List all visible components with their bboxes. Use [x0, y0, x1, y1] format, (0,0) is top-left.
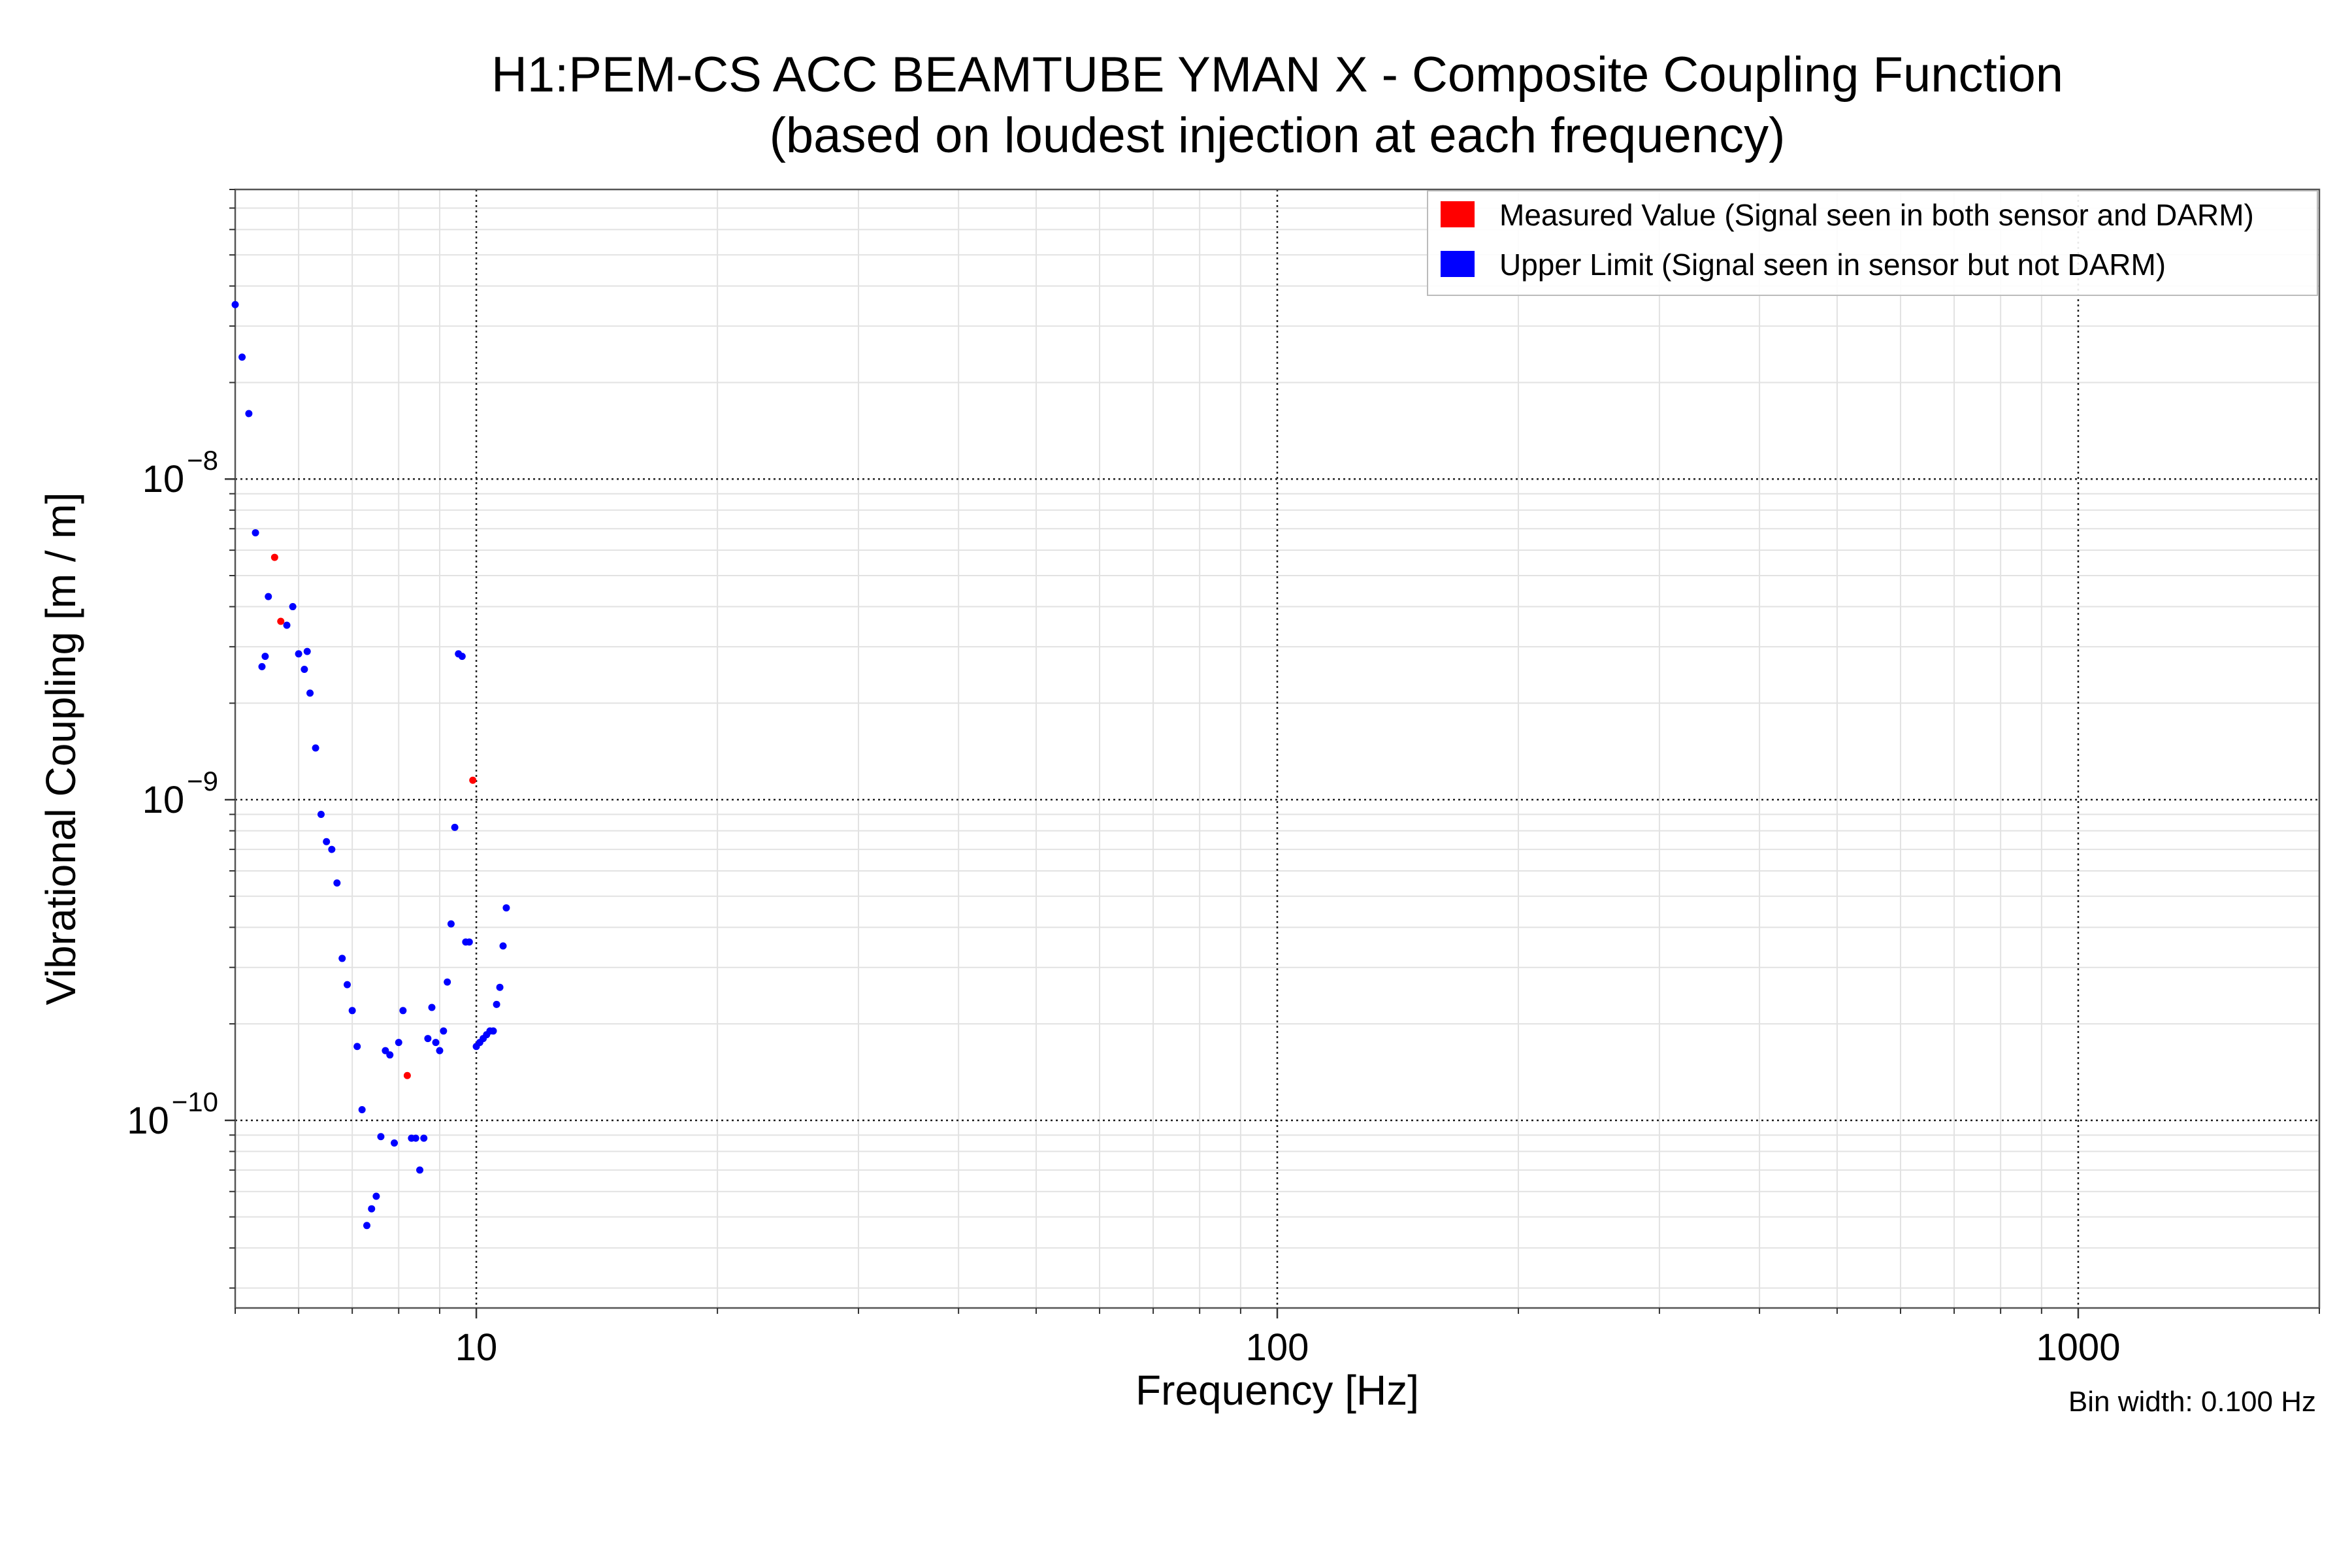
- upper-limit-point: [258, 662, 266, 670]
- upper-limit-point: [343, 981, 351, 988]
- bin-width-note: Bin width: 0.100 Hz: [2068, 1386, 2316, 1418]
- upper-limit-point: [363, 1222, 370, 1230]
- chart-title: H1:PEM-CS ACC BEAMTUBE YMAN X - Composit…: [491, 47, 2063, 103]
- y-axis-label: Vibrational Coupling [m / m]: [37, 493, 84, 1005]
- x-tick-label: 10: [455, 1326, 498, 1369]
- upper-limit-point: [265, 593, 272, 600]
- upper-limit-point: [458, 653, 466, 661]
- upper-limit-point: [328, 845, 336, 853]
- upper-limit-point: [231, 301, 239, 308]
- upper-limit-point: [386, 1051, 394, 1059]
- major-gridlines: [235, 189, 2319, 1308]
- upper-limit-point: [465, 938, 473, 946]
- upper-limit-point: [338, 955, 346, 962]
- y-tick-label: −810: [142, 445, 218, 500]
- upper-limit-point: [428, 1004, 436, 1011]
- upper-limit-point: [493, 1000, 500, 1008]
- legend-swatch-upper-limit: [1441, 251, 1475, 277]
- upper-limit-point: [377, 1133, 385, 1141]
- y-tick-label-base: 10: [127, 1100, 169, 1142]
- y-tick-label-base: 10: [142, 458, 185, 500]
- minor-gridlines: [235, 189, 2320, 1308]
- measured-value-point: [403, 1071, 411, 1079]
- upper-limit-point: [289, 603, 297, 611]
- measured-value-point: [469, 776, 477, 784]
- upper-limit-point: [358, 1105, 366, 1113]
- upper-limit-point: [238, 353, 246, 361]
- y-tick-label: −910: [142, 766, 218, 821]
- upper-limit-point: [317, 811, 325, 819]
- upper-limit-point: [372, 1192, 380, 1200]
- data-points: [231, 301, 510, 1230]
- y-tick-label-base: 10: [142, 779, 185, 821]
- upper-limit-point: [333, 879, 341, 887]
- legend-swatch-measured: [1441, 201, 1475, 227]
- legend-label-measured: Measured Value (Signal seen in both sens…: [1499, 198, 2254, 232]
- upper-limit-point: [306, 689, 314, 697]
- y-tick-label-exponent: −8: [187, 445, 218, 476]
- upper-limit-point: [496, 983, 504, 991]
- x-axis-tick-labels: 10 100 1000: [455, 1326, 2121, 1369]
- legend-frame: [1427, 190, 2318, 296]
- upper-limit-point: [412, 1134, 419, 1142]
- upper-limit-point: [447, 920, 455, 928]
- upper-limit-point: [348, 1007, 356, 1015]
- upper-limit-point: [252, 529, 259, 536]
- x-tick-label: 1000: [2036, 1326, 2120, 1369]
- x-tick-label: 100: [1246, 1326, 1309, 1369]
- upper-limit-point: [395, 1039, 402, 1047]
- upper-limit-point: [353, 1043, 361, 1051]
- upper-limit-point: [283, 621, 291, 629]
- upper-limit-point: [382, 1047, 389, 1054]
- upper-limit-point: [440, 1027, 448, 1035]
- upper-limit-point: [323, 838, 331, 845]
- chart-subtitle: (based on loudest injection at each freq…: [770, 108, 1786, 163]
- upper-limit-point: [312, 744, 319, 752]
- upper-limit-point: [432, 1039, 440, 1047]
- upper-limit-point: [416, 1166, 424, 1174]
- x-axis-label: Frequency [Hz]: [1135, 1367, 1419, 1414]
- upper-limit-point: [444, 978, 451, 986]
- upper-limit-point: [436, 1047, 444, 1054]
- upper-limit-point: [502, 904, 510, 912]
- upper-limit-point: [368, 1205, 376, 1213]
- upper-limit-point: [303, 647, 311, 655]
- upper-limit-point: [391, 1139, 399, 1147]
- upper-limit-point: [245, 410, 253, 417]
- upper-limit-point: [424, 1035, 432, 1043]
- upper-limit-point: [399, 1007, 407, 1015]
- legend-label-upper-limit: Upper Limit (Signal seen in sensor but n…: [1499, 248, 2166, 282]
- upper-limit-point: [301, 666, 308, 674]
- y-tick-label-exponent: −9: [187, 766, 218, 796]
- upper-limit-point: [261, 653, 269, 661]
- upper-limit-point: [499, 942, 507, 950]
- measured-value-point: [270, 553, 278, 561]
- upper-limit-point: [420, 1134, 428, 1142]
- measured-value-point: [277, 617, 285, 625]
- y-tick-label-exponent: −10: [172, 1086, 218, 1117]
- upper-limit-point: [295, 650, 302, 658]
- legend: Measured Value (Signal seen in both sens…: [1427, 190, 2318, 296]
- upper-limit-point: [451, 823, 459, 831]
- upper-limit-point: [489, 1027, 497, 1035]
- axis-ticks: [225, 189, 2320, 1318]
